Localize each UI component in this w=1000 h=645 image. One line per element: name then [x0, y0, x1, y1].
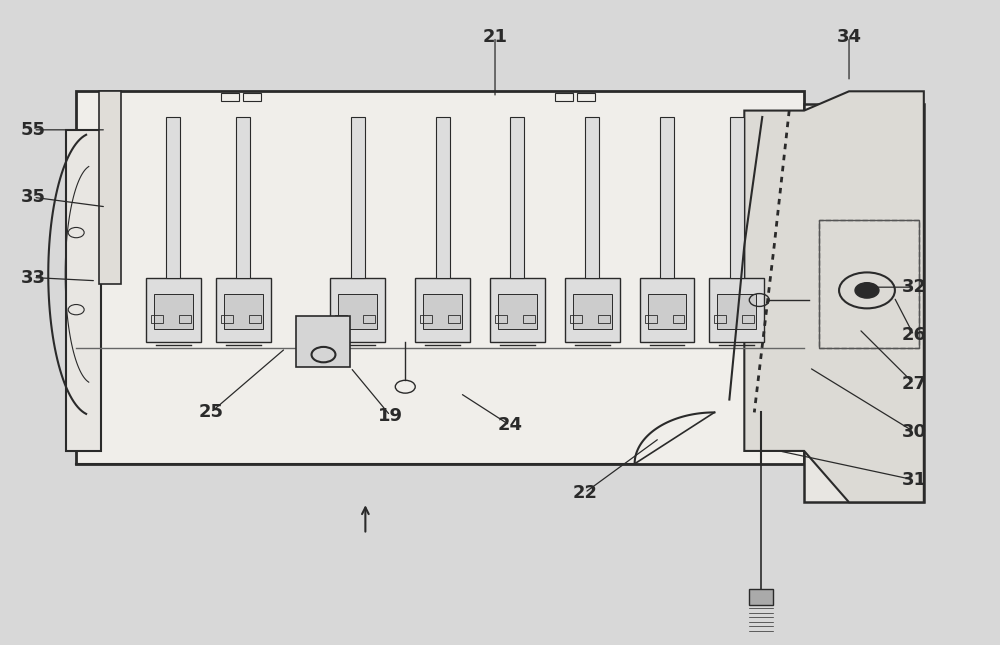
Bar	[640, 277, 694, 342]
Text: 32: 32	[901, 278, 926, 296]
Bar	[415, 277, 470, 342]
Bar	[166, 117, 180, 277]
Text: 19: 19	[378, 406, 403, 424]
Bar	[66, 130, 101, 451]
Bar	[570, 315, 582, 322]
Bar	[714, 315, 726, 322]
Bar	[804, 104, 924, 502]
Bar	[221, 94, 239, 101]
Bar	[573, 293, 612, 329]
Bar	[645, 315, 657, 322]
Text: 30: 30	[901, 422, 926, 441]
Bar	[585, 117, 599, 277]
Bar	[423, 293, 462, 329]
Bar	[179, 315, 191, 322]
Bar	[99, 92, 121, 284]
Bar	[330, 277, 385, 342]
Bar	[717, 293, 756, 329]
Bar	[819, 220, 919, 348]
Circle shape	[855, 283, 879, 298]
Text: 25: 25	[198, 403, 223, 421]
Bar	[224, 293, 263, 329]
Bar	[335, 315, 347, 322]
Bar	[709, 277, 764, 342]
Bar	[648, 293, 686, 329]
Bar	[555, 94, 573, 101]
Text: 21: 21	[483, 28, 508, 46]
Bar	[146, 277, 201, 342]
Bar	[151, 315, 163, 322]
Text: 33: 33	[21, 268, 46, 286]
Bar	[216, 277, 271, 342]
Bar	[730, 117, 744, 277]
Text: 31: 31	[901, 471, 926, 489]
Text: 27: 27	[901, 375, 926, 393]
Bar	[76, 92, 804, 464]
Bar	[495, 315, 507, 322]
Text: 34: 34	[837, 28, 862, 46]
Text: 55: 55	[21, 121, 46, 139]
Bar	[221, 315, 233, 322]
Text: 35: 35	[21, 188, 46, 206]
Bar	[660, 117, 674, 277]
Text: 24: 24	[497, 416, 522, 434]
Text: 22: 22	[572, 484, 597, 502]
Bar	[236, 117, 250, 277]
Bar	[673, 315, 684, 322]
Bar	[510, 117, 524, 277]
Bar	[243, 94, 261, 101]
Bar	[154, 293, 193, 329]
Bar	[420, 315, 432, 322]
Bar	[448, 315, 460, 322]
Bar	[577, 94, 595, 101]
Text: 26: 26	[901, 326, 926, 344]
Bar	[498, 293, 537, 329]
Bar	[351, 117, 365, 277]
Bar	[436, 117, 450, 277]
Bar	[338, 293, 377, 329]
Polygon shape	[744, 92, 924, 502]
Bar	[296, 316, 350, 368]
Bar	[363, 315, 375, 322]
Bar	[749, 589, 773, 605]
Bar	[742, 315, 754, 322]
Bar	[523, 315, 535, 322]
Bar	[249, 315, 261, 322]
Bar	[598, 315, 610, 322]
Bar	[565, 277, 620, 342]
Bar	[819, 220, 919, 348]
Bar	[490, 277, 545, 342]
